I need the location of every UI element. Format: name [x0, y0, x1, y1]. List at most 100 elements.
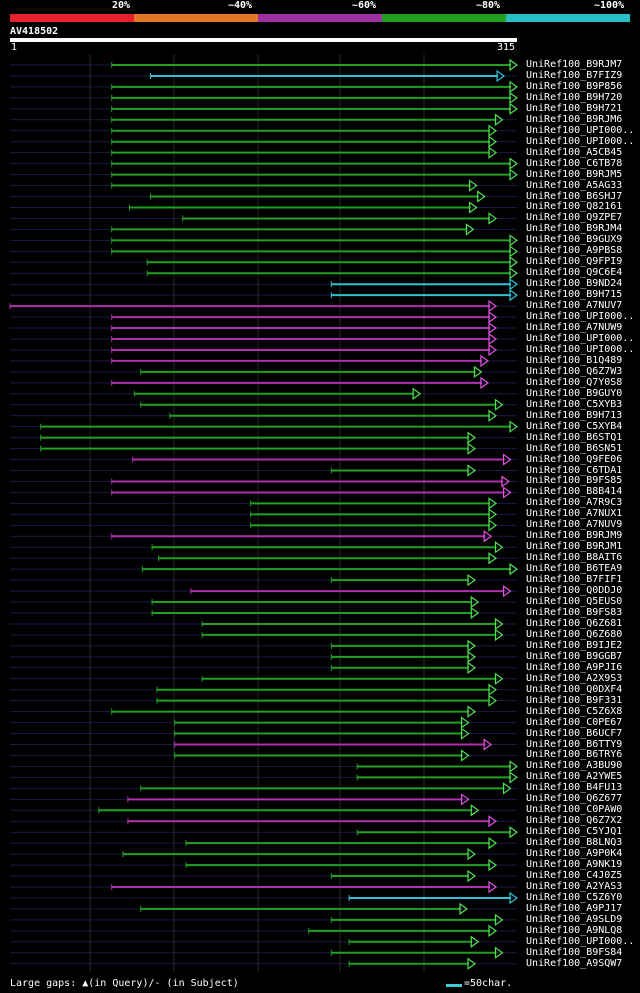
hit-label[interactable]: UniRef100_UPI000.. — [526, 935, 635, 947]
hit-label[interactable]: UniRef100_UPI000.. — [526, 343, 635, 355]
hit-label[interactable]: UniRef100_B6TRY6 — [526, 749, 623, 761]
hit-label[interactable]: UniRef100_B9H713 — [526, 409, 623, 421]
hit-label[interactable]: UniRef100_Q6Z680 — [526, 628, 623, 640]
hit-label[interactable]: UniRef100_B9RJM1 — [526, 541, 623, 553]
hit-label[interactable]: UniRef100_B6UCF7 — [526, 727, 623, 739]
hit-label[interactable]: UniRef100_B9IJE2 — [526, 639, 623, 651]
scale-label-3: ~60% — [352, 0, 377, 11]
scale-legend-line — [446, 984, 462, 987]
hit-label[interactable]: UniRef100_B6TEA9 — [526, 563, 623, 575]
hit-label[interactable]: UniRef100_A7NUV9 — [526, 519, 623, 531]
hit-label[interactable]: UniRef100_B9H720 — [526, 91, 623, 103]
hit-label[interactable]: UniRef100_B6TTY9 — [526, 738, 623, 750]
hit-arrow — [502, 486, 512, 499]
hit-label[interactable]: UniRef100_B6SHJ7 — [526, 190, 623, 202]
hit-label[interactable]: UniRef100_C6TDA1 — [526, 464, 623, 476]
hit-label[interactable]: UniRef100_A2YWE5 — [526, 771, 623, 783]
hit-label[interactable]: UniRef100_B9GGB7 — [526, 650, 623, 662]
hit-label[interactable]: UniRef100_B7FIZ9 — [526, 69, 623, 81]
hit-label[interactable]: UniRef100_C4J0Z5 — [526, 870, 623, 882]
hit-label[interactable]: UniRef100_Q7Y0S8 — [526, 376, 623, 388]
hit-label[interactable]: UniRef100_A7NUX1 — [526, 508, 623, 520]
hit-label[interactable]: UniRef100_B9GUX9 — [526, 234, 623, 246]
hit-label[interactable]: UniRef100_B9RJM5 — [526, 168, 623, 180]
hit-label[interactable]: UniRef100_B9H721 — [526, 102, 623, 114]
hit-arrow — [509, 278, 519, 291]
hit-label[interactable]: UniRef100_Q9FPI9 — [526, 256, 623, 268]
hit-label[interactable]: UniRef100_B6SN51 — [526, 442, 623, 454]
hit-label[interactable]: UniRef100_UPI000.. — [526, 124, 635, 136]
hit-label[interactable]: UniRef100_B9FS85 — [526, 475, 623, 487]
hit-label[interactable]: UniRef100_B6STQ1 — [526, 431, 623, 443]
hit-label[interactable]: UniRef100_A9SQW7 — [526, 957, 623, 969]
hit-label[interactable]: UniRef100_B9RJM6 — [526, 113, 623, 125]
hit-label[interactable]: UniRef100_Q9C6E4 — [526, 267, 623, 279]
hit-label[interactable]: UniRef100_A9PJI6 — [526, 661, 623, 673]
hit-arrow — [467, 705, 477, 718]
hit-label[interactable]: UniRef100_B9P856 — [526, 80, 623, 92]
hit-label[interactable]: UniRef100_B9ND24 — [526, 278, 623, 290]
hit-label[interactable]: UniRef100_A9PBS8 — [526, 245, 623, 257]
hit-label[interactable]: UniRef100_B9FS84 — [526, 946, 623, 958]
hit-label[interactable]: UniRef100_Q9ZPE7 — [526, 212, 623, 224]
hit-label[interactable]: UniRef100_A9NK19 — [526, 859, 623, 871]
hit-label[interactable]: UniRef100_UPI000.. — [526, 135, 635, 147]
hit-label[interactable]: UniRef100_B9RJM7 — [526, 59, 623, 70]
hit-arrow — [488, 552, 498, 565]
hit-label[interactable]: UniRef100_A7NUV7 — [526, 300, 623, 312]
hit-label[interactable]: UniRef100_B8AIT6 — [526, 552, 623, 564]
hit-label[interactable]: UniRef100_A2X9S3 — [526, 672, 623, 684]
hit-label[interactable]: UniRef100_B9FS83 — [526, 607, 623, 618]
hit-arrow — [467, 957, 477, 970]
hit-label[interactable]: UniRef100_Q6Z681 — [526, 617, 623, 629]
hit-label[interactable]: UniRef100_A3BU90 — [526, 760, 623, 772]
hit-label[interactable]: UniRef100_Q6Z7X2 — [526, 815, 623, 827]
hit-label[interactable]: UniRef100_Q82161 — [526, 201, 623, 213]
hit-label[interactable]: UniRef100_C5Z6Y0 — [526, 891, 623, 903]
hit-label[interactable]: UniRef100_C5XYB3 — [526, 398, 623, 410]
hit-arrow — [509, 157, 519, 170]
hit-label[interactable]: UniRef100_C6TB78 — [526, 157, 623, 169]
hit-label[interactable]: UniRef100_B9H715 — [526, 289, 623, 301]
hit-label[interactable]: UniRef100_A7NUW9 — [526, 322, 623, 334]
hit-arrow — [488, 299, 498, 313]
query-id: AV418502 — [10, 26, 59, 37]
hit-label[interactable]: UniRef100_B8LNQ3 — [526, 837, 623, 849]
hit-label[interactable]: UniRef100_B8B414 — [526, 486, 623, 498]
hit-label[interactable]: UniRef100_B9GUY0 — [526, 387, 623, 399]
hit-label[interactable]: UniRef100_A5AG33 — [526, 179, 623, 191]
hit-label[interactable]: UniRef100_A9NLQ8 — [526, 924, 623, 936]
hit-label[interactable]: UniRef100_C5XYB4 — [526, 420, 623, 432]
hit-label[interactable]: UniRef100_B9RJM4 — [526, 223, 623, 235]
hit-label[interactable]: UniRef100_C0PE67 — [526, 716, 623, 728]
hit-label[interactable]: UniRef100_Q9FE06 — [526, 453, 623, 465]
hit-arrow — [470, 595, 480, 609]
hit-label[interactable]: UniRef100_UPI000.. — [526, 311, 635, 323]
hit-label[interactable]: UniRef100_B1Q489 — [526, 354, 623, 366]
hit-label[interactable]: UniRef100_Q6Z677 — [526, 793, 623, 805]
hit-label[interactable]: UniRef100_C5Z6X8 — [526, 705, 623, 717]
hit-label[interactable]: UniRef100_A7R9C3 — [526, 497, 623, 509]
scale-segment-1 — [10, 14, 134, 22]
hit-arrow — [467, 442, 477, 455]
hit-label[interactable]: UniRef100_A9SLD9 — [526, 913, 623, 925]
large-gaps-legend: Large gaps: ▲(in Query)/- (in Subject) — [10, 978, 239, 989]
hit-label[interactable]: UniRef100_Q6Z7W3 — [526, 365, 623, 377]
hit-arrow — [488, 135, 498, 148]
hit-label[interactable]: UniRef100_UPI000.. — [526, 333, 635, 344]
hit-label[interactable]: UniRef100_Q0DXF4 — [526, 683, 623, 695]
hit-label[interactable]: UniRef100_C0PAW0 — [526, 804, 623, 816]
hit-label[interactable]: UniRef100_A5CB45 — [526, 146, 623, 158]
hit-arrow — [509, 562, 519, 576]
hit-label[interactable]: UniRef100_B9F331 — [526, 694, 623, 706]
hit-label[interactable]: UniRef100_A9PJ17 — [526, 902, 623, 914]
hit-label[interactable]: UniRef100_B4FU13 — [526, 782, 623, 794]
hit-label[interactable]: UniRef100_A2YAS3 — [526, 881, 623, 892]
hit-label[interactable]: UniRef100_B7FIF1 — [526, 574, 623, 586]
hit-label[interactable]: UniRef100_Q5EUS0 — [526, 596, 623, 608]
hit-label[interactable]: UniRef100_Q0DDJ0 — [526, 585, 623, 597]
hit-label[interactable]: UniRef100_C5YJQ1 — [526, 826, 623, 838]
hit-label[interactable]: UniRef100_A9P0K4 — [526, 848, 623, 860]
hit-arrow — [509, 168, 519, 181]
hit-label[interactable]: UniRef100_B9RJM9 — [526, 530, 623, 542]
